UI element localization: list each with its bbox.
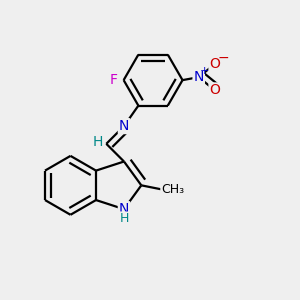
Text: +: + [199,66,209,76]
Text: N: N [119,119,129,133]
Text: O: O [209,57,220,71]
Text: F: F [109,73,117,87]
Text: N: N [119,202,129,216]
Text: −: − [217,50,229,64]
Text: H: H [93,135,103,149]
Text: CH₃: CH₃ [161,183,184,196]
Text: N: N [194,70,204,84]
Text: O: O [209,83,220,98]
Text: H: H [119,212,129,225]
